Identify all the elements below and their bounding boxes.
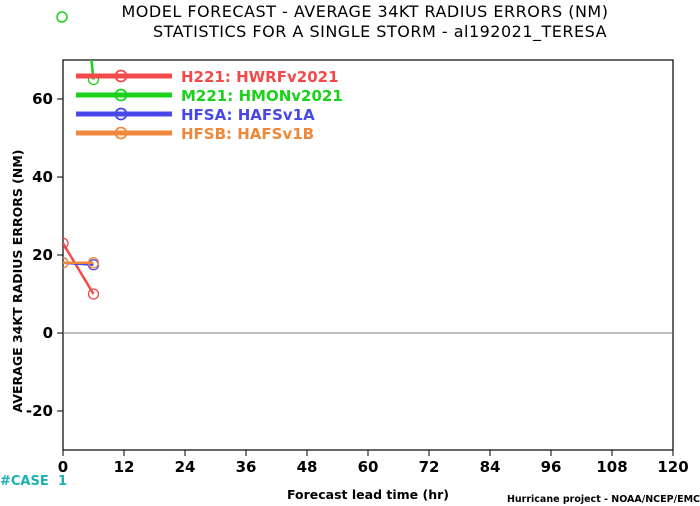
series-group [63,60,100,300]
credit-text: Hurricane project - NOAA/NCEP/EMC [507,494,700,505]
chart-subtitle: STATISTICS FOR A SINGLE STORM - al192021… [153,22,607,42]
series-point-3 [63,257,69,269]
series-point-0 [87,288,100,300]
case-label: #CASE [0,474,49,489]
x-tick-label: 36 [236,458,257,476]
y-tick-label: -20 [26,402,53,420]
legend-marker-1 [114,88,128,102]
legend-label-3: HFSB: HAFSv1B [181,125,314,143]
x-tick-label: 0 [58,458,68,476]
series-point-3 [87,257,100,269]
legend-marker-0 [114,69,128,83]
y-tick-label: 40 [32,168,53,186]
case-value: 1 [58,474,67,489]
series-line-1 [90,60,95,80]
legend-label-2: HFSA: HAFSv1A [181,106,315,124]
y-tick-label: 20 [32,246,53,264]
x-tick-label: 60 [358,458,379,476]
corner-marker [56,11,68,23]
y-axis-label: AVERAGE 34KT RADIUS ERRORS (NM) [10,149,25,412]
x-axis-ticks: 0 12 24 36 48 60 72 84 96 108 120 [58,450,689,476]
series-point-0 [63,237,69,249]
chart-title: MODEL FORECAST - AVERAGE 34KT RADIUS ERR… [122,2,609,21]
x-axis-label: Forecast lead time (hr) [287,487,449,502]
y-axis-ticks: -20 0 20 40 60 [26,90,63,420]
x-tick-label: 12 [114,458,135,476]
plot-frame [62,59,674,451]
x-tick-label: 48 [297,458,318,476]
y-tick-label: 60 [32,90,53,108]
legend-label-0: H221: HWRFv2021 [181,68,339,86]
x-tick-label: 24 [175,458,196,476]
x-tick-label: 72 [419,458,440,476]
x-tick-label: 120 [657,458,688,476]
y-tick-label: 0 [43,324,53,342]
legend-marker-3 [114,126,128,140]
x-tick-label: 108 [596,458,627,476]
x-tick-label: 96 [541,458,562,476]
legend-label-1: M221: HMONv2021 [181,87,343,105]
x-tick-label: 84 [480,458,501,476]
legend-marker-2 [114,107,128,121]
series-line-0 [63,242,95,295]
